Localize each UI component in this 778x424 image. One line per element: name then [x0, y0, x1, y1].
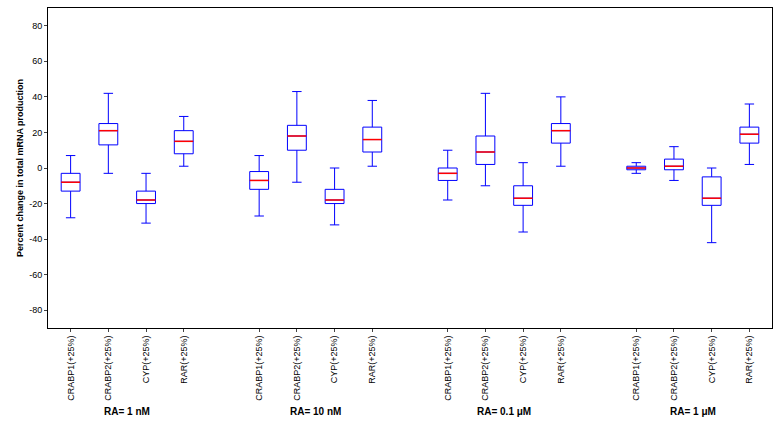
- svg-text:RA= 1 μM: RA= 1 μM: [670, 406, 716, 417]
- svg-text:RA= 0.1 μM: RA= 0.1 μM: [477, 406, 531, 417]
- svg-text:CRABP1(+25%): CRABP1(+25%): [66, 336, 76, 401]
- svg-text:RAR(+25%): RAR(+25%): [179, 336, 189, 384]
- svg-text:CRABP2(+25%): CRABP2(+25%): [669, 336, 679, 401]
- svg-text:RA= 1 nM: RA= 1 nM: [104, 406, 150, 417]
- svg-text:CRABP1(+25%): CRABP1(+25%): [631, 336, 641, 401]
- svg-text:RAR(+25%): RAR(+25%): [556, 336, 566, 384]
- svg-text:RA= 10 nM: RA= 10 nM: [290, 406, 341, 417]
- svg-text:Percent change in total mRNA p: Percent change in total mRNA production: [15, 79, 25, 257]
- svg-text:CRABP1(+25%): CRABP1(+25%): [254, 336, 264, 401]
- svg-text:-20: -20: [29, 199, 42, 209]
- svg-text:0: 0: [37, 163, 42, 173]
- svg-text:CRABP1(+25%): CRABP1(+25%): [443, 336, 453, 401]
- svg-text:40: 40: [32, 92, 42, 102]
- svg-text:-40: -40: [29, 234, 42, 244]
- svg-text:RAR(+25%): RAR(+25%): [367, 336, 377, 384]
- svg-text:20: 20: [32, 128, 42, 138]
- svg-text:60: 60: [32, 56, 42, 66]
- svg-text:-80: -80: [29, 305, 42, 315]
- svg-text:80: 80: [32, 21, 42, 31]
- svg-text:RAR(+25%): RAR(+25%): [744, 336, 754, 384]
- svg-text:CYP(+25%): CYP(+25%): [707, 336, 717, 384]
- svg-text:CYP(+25%): CYP(+25%): [141, 336, 151, 384]
- svg-text:CRABP2(+25%): CRABP2(+25%): [292, 336, 302, 401]
- svg-text:CRABP2(+25%): CRABP2(+25%): [103, 336, 113, 401]
- svg-text:CYP(+25%): CYP(+25%): [330, 336, 340, 384]
- svg-text:-60: -60: [29, 270, 42, 280]
- svg-text:CYP(+25%): CYP(+25%): [518, 336, 528, 384]
- svg-text:CRABP2(+25%): CRABP2(+25%): [480, 336, 490, 401]
